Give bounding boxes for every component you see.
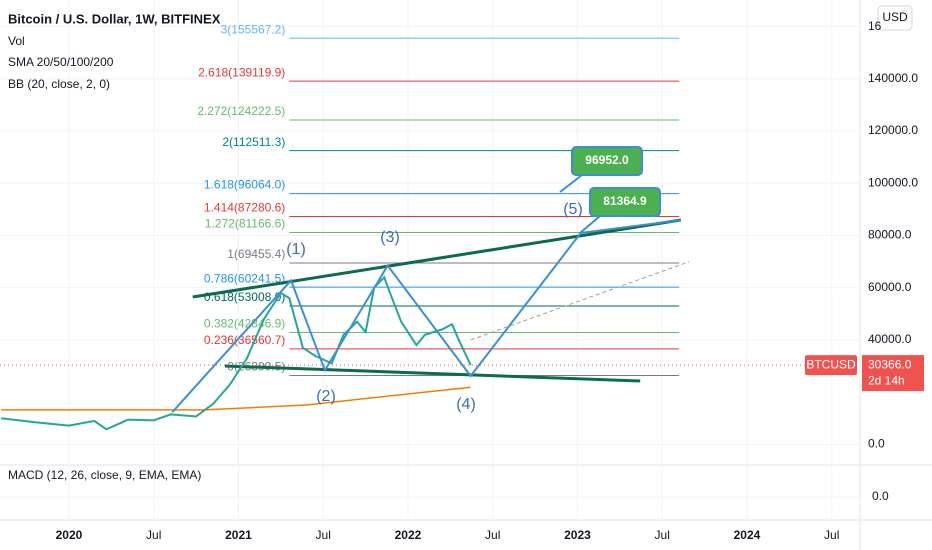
y-tick-label: 80000.0	[868, 228, 912, 242]
y-tick-label: 120000.0	[868, 123, 918, 137]
price-line	[1, 275, 472, 431]
x-tick-label: 2021	[225, 528, 252, 542]
x-tick-label: Jul	[655, 528, 670, 542]
x-tick-label: Jul	[824, 528, 839, 542]
plot: 3(155567.2) 2.618(139119.9) 2.272(124222.5…	[0, 0, 860, 520]
x-tick-label: 2022	[395, 528, 422, 542]
y-tick-label: 0.0	[868, 437, 885, 451]
fib-label: 0.382(42846.9)	[204, 317, 285, 331]
fib-label: 2.272(124222.5)	[197, 104, 285, 118]
fib-label: 3(155567.2)	[221, 22, 286, 36]
indicator: Vol	[8, 34, 25, 48]
y-tick-label: 100000.0	[868, 175, 918, 189]
x-tick-label: 2020	[56, 528, 83, 542]
y-tick-label: 60000.0	[868, 280, 912, 294]
fib-label: 2.618(139119.9)	[198, 65, 285, 79]
fib-label: 1.414(87280.6)	[204, 201, 285, 215]
sma-line	[1, 386, 471, 411]
fib-label: 1(69455.4)	[227, 247, 285, 261]
fib-label: 1.272(81166.6)	[205, 217, 286, 231]
fib-label: 0.236(36560.7)	[204, 333, 285, 347]
symbol-label: BTCUSD	[806, 357, 856, 371]
indicator: SMA 20/50/100/200	[8, 55, 114, 69]
wave-label: (4)	[456, 396, 476, 413]
y-tick-label: 16	[868, 19, 882, 33]
macd-tick-label: 0.0	[872, 489, 889, 503]
x-tick-label: Jul	[316, 528, 331, 542]
currency-label[interactable]: USD	[882, 10, 908, 24]
chart-title: Bitcoin / U.S. Dollar, 1W, BITFINEX	[8, 11, 221, 26]
wave-label: (3)	[380, 229, 400, 246]
dashed-trend	[470, 261, 690, 341]
x-tick-label: Jul	[485, 528, 500, 542]
currency-button[interactable]	[877, 5, 913, 31]
price-label: 30366.0	[868, 357, 912, 371]
callout-box	[571, 146, 643, 176]
x-tick-label: 2024	[734, 528, 761, 542]
wave-label: (2)	[316, 388, 336, 405]
price-tag	[862, 355, 924, 392]
fib-label: 0.786(60241.5)	[204, 271, 285, 285]
x-tick-label: Jul	[146, 528, 161, 542]
wave-label: (5)	[563, 201, 583, 218]
indicator: BB (20, close, 2, 0)	[8, 77, 110, 91]
y-tick-label: 40000.0	[868, 332, 912, 346]
y-tick-label: 140000.0	[868, 71, 918, 85]
callout-label: 81364.9	[603, 194, 647, 208]
fib-label: 2(112511.3)	[222, 135, 285, 149]
wave-label: (1)	[286, 241, 306, 258]
macd-label: MACD (12, 26, close, 9, EMA, EMA)	[8, 468, 201, 482]
callout-label: 96952.0	[585, 153, 629, 167]
fib-label: 0.618(53008.0)	[204, 290, 285, 304]
trendline	[224, 364, 641, 383]
callout-box	[589, 187, 661, 217]
fib-label: 1.618(96064.0)	[204, 178, 285, 192]
countdown: 2d 14h	[868, 373, 905, 387]
trendline	[192, 218, 682, 299]
callout-pointer	[579, 215, 601, 234]
callout-pointer	[559, 174, 583, 193]
symbol-tag	[805, 355, 857, 376]
x-tick-label: 2023	[564, 528, 591, 542]
